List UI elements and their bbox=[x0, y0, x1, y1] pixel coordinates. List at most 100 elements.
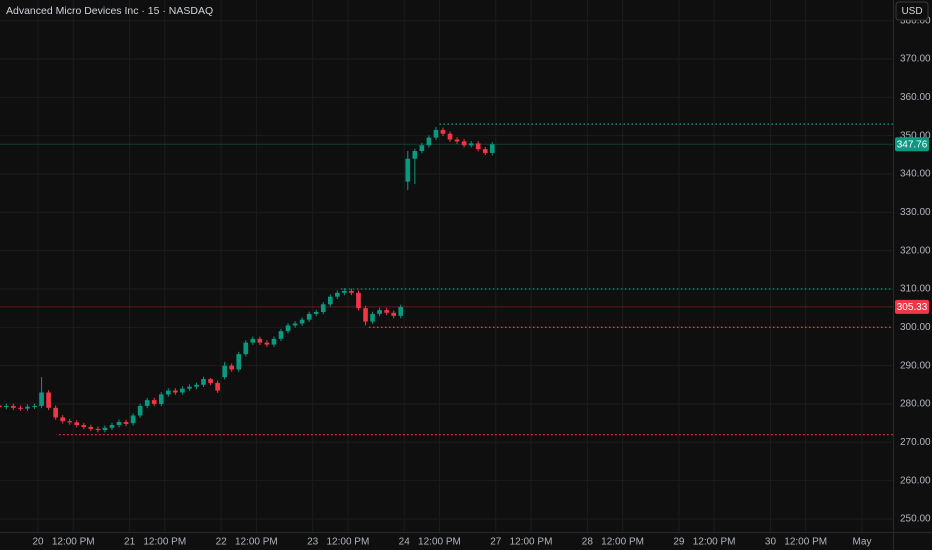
candle-body bbox=[25, 406, 30, 409]
candle-body bbox=[215, 382, 220, 391]
candle-body bbox=[405, 158, 411, 182]
candle-body bbox=[165, 390, 171, 395]
candle-body bbox=[11, 405, 16, 408]
x-tick-label: May bbox=[853, 537, 872, 548]
y-tick-label: 290.00 bbox=[900, 360, 931, 371]
candle-body bbox=[349, 290, 354, 293]
candle-body bbox=[137, 405, 143, 416]
candle-body bbox=[363, 308, 368, 322]
candle-body bbox=[384, 310, 389, 313]
candle-body bbox=[74, 422, 80, 426]
candle-body bbox=[335, 292, 340, 297]
candle-body bbox=[447, 133, 453, 140]
price-label: 347.76 bbox=[897, 139, 928, 150]
candle-body bbox=[454, 139, 460, 142]
x-tick-label: 30 bbox=[765, 537, 777, 548]
candle-body bbox=[180, 388, 185, 393]
candle-body bbox=[32, 405, 37, 407]
x-tick-label: 12:00 PM bbox=[784, 537, 827, 548]
candle-body bbox=[243, 342, 249, 355]
candle-body bbox=[130, 415, 136, 424]
candle-body bbox=[60, 417, 66, 422]
candle-body bbox=[116, 421, 122, 426]
candle-body bbox=[123, 421, 129, 424]
marks bbox=[0, 123, 893, 436]
x-tick-label: 23 bbox=[307, 537, 319, 548]
x-tick-label: 12:00 PM bbox=[52, 537, 95, 548]
x-tick-label: 12:00 PM bbox=[693, 537, 736, 548]
y-tick-label: 370.00 bbox=[900, 54, 931, 65]
candle-body bbox=[95, 428, 101, 431]
candle-body bbox=[433, 129, 439, 138]
y-tick-label: 250.00 bbox=[900, 514, 931, 525]
y-tick-label: 270.00 bbox=[900, 437, 931, 448]
candle-body bbox=[285, 325, 291, 332]
price-label-box bbox=[895, 137, 929, 152]
y-tick-label: 340.00 bbox=[900, 169, 931, 180]
y-tick-label: 310.00 bbox=[900, 284, 931, 295]
x-tick-label: 28 bbox=[582, 537, 594, 548]
candle-body bbox=[440, 129, 446, 134]
candle-body bbox=[292, 323, 298, 326]
candle-body bbox=[264, 342, 270, 345]
candle-body bbox=[151, 400, 157, 404]
candle-body bbox=[39, 392, 44, 406]
x-tick-label: 20 bbox=[32, 537, 44, 548]
y-tick-label: 380.00 bbox=[900, 15, 931, 26]
candle-body bbox=[222, 365, 227, 378]
y-tick-label: 300.00 bbox=[900, 322, 931, 333]
x-tick-label: 22 bbox=[216, 537, 228, 548]
candle-body bbox=[320, 304, 326, 312]
labels: 250.00 260.00 270.00 280.00 290.00 300.00 310.… bbox=[32, 15, 931, 547]
x-tick-label: 12:00 PM bbox=[601, 537, 644, 548]
candle-body bbox=[489, 144, 495, 153]
x-tick-label: 12:00 PM bbox=[510, 537, 553, 548]
chart-title: Advanced Micro Devices Inc · 15 · NASDAQ bbox=[6, 5, 213, 17]
candle-body bbox=[187, 386, 192, 389]
candle-body bbox=[201, 379, 206, 385]
candle-body bbox=[109, 425, 115, 428]
candle-body bbox=[53, 407, 58, 418]
candle-body bbox=[412, 151, 418, 159]
candle-body bbox=[173, 390, 178, 393]
y-tick-label: 280.00 bbox=[900, 399, 931, 410]
candle-body bbox=[18, 407, 23, 409]
candle-body bbox=[426, 137, 432, 146]
candle-body bbox=[158, 394, 164, 404]
candle-body bbox=[468, 143, 474, 146]
candle-body bbox=[46, 392, 51, 408]
x-tick-label: 12:00 PM bbox=[326, 537, 369, 548]
candle-body bbox=[391, 312, 397, 316]
candle-body bbox=[229, 365, 235, 370]
x-tick-label: 12:00 PM bbox=[235, 537, 278, 548]
candle-body bbox=[67, 421, 73, 423]
candle-body bbox=[461, 141, 467, 146]
candle-body bbox=[144, 400, 150, 406]
y-tick-label: 320.00 bbox=[900, 245, 931, 256]
currency-button[interactable] bbox=[895, 1, 929, 21]
price-label: 305.33 bbox=[897, 302, 928, 313]
candle-body bbox=[257, 338, 263, 343]
candle-body bbox=[475, 143, 481, 150]
currency-label[interactable]: USD bbox=[901, 6, 922, 17]
candle-body bbox=[278, 331, 284, 339]
y-tick-label: 360.00 bbox=[900, 92, 931, 103]
y-tick-label: 350.00 bbox=[900, 130, 931, 141]
candle-body bbox=[208, 379, 213, 383]
candle-body bbox=[419, 145, 425, 152]
x-tick-label: 29 bbox=[673, 537, 685, 548]
candle-body bbox=[250, 338, 256, 343]
y-tick-label: 330.00 bbox=[900, 207, 931, 218]
candle-body bbox=[0, 405, 2, 408]
x-tick-label: 12:00 PM bbox=[143, 537, 186, 548]
candle-body bbox=[194, 384, 199, 387]
candle-body bbox=[313, 311, 319, 314]
candle-body bbox=[236, 354, 242, 370]
x-tick-label: 21 bbox=[124, 537, 136, 548]
candle-body bbox=[4, 405, 9, 408]
candle-body bbox=[342, 290, 347, 293]
candle-body bbox=[482, 149, 488, 153]
